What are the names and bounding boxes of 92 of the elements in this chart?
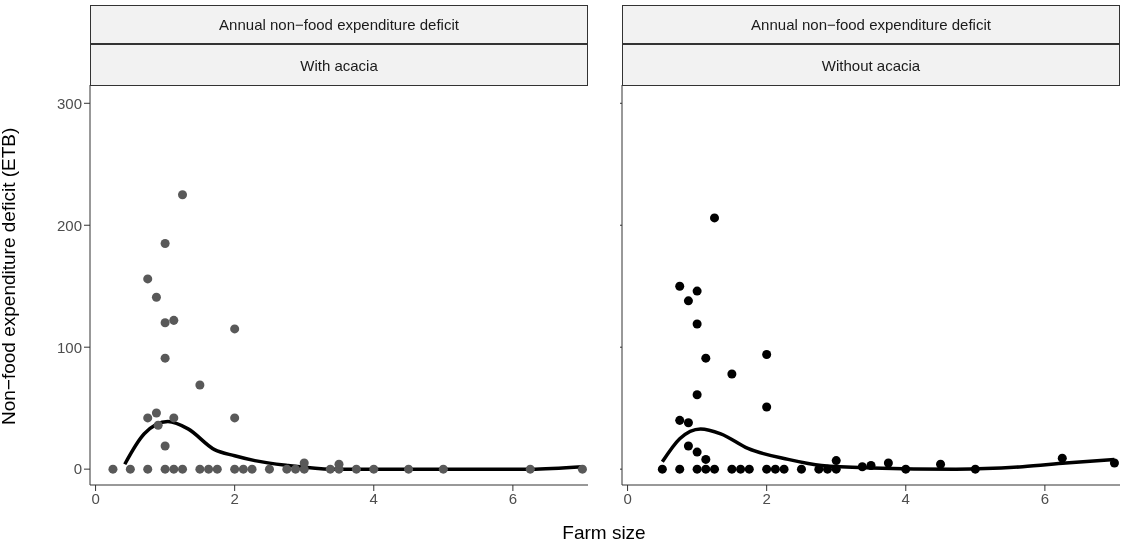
point [883,458,893,468]
chart-subtitle: Without acacia [622,44,1120,86]
point [675,281,685,291]
point [762,402,772,412]
point [247,464,257,474]
point [160,441,170,451]
point [369,464,379,474]
point [169,315,179,325]
point [404,464,414,474]
point [683,418,693,428]
point [169,464,179,474]
point [143,413,153,423]
point [727,369,737,379]
point [1109,458,1119,468]
point [325,464,335,474]
x-tick-label: 2 [762,489,771,507]
point [762,464,772,474]
x-tick-label: 6 [508,489,518,507]
x-tick-label: 0 [623,489,632,507]
x-axis-title: Farm size [561,522,647,544]
point [744,464,754,474]
point [683,296,693,306]
point [230,324,240,334]
point [709,213,720,223]
point [438,464,448,474]
point [692,286,702,296]
x-tick-label: 2 [230,489,239,507]
point [736,464,746,474]
point [160,239,170,249]
point [675,415,685,425]
point [151,408,161,418]
point [153,420,163,430]
x-tick-label: 4 [901,489,910,507]
y-tick-label: 300 [56,94,82,112]
x-tick-label: 0 [91,489,100,507]
x-tick-label: 6 [1040,489,1050,507]
point [177,464,188,474]
y-tick-label: 100 [56,338,82,356]
point [831,456,841,466]
point [525,464,535,474]
point [151,292,161,302]
point [762,350,772,360]
point [160,464,170,474]
point [108,464,118,474]
point [577,464,587,474]
point [195,380,205,390]
point [143,464,153,474]
point [692,447,702,457]
point [282,464,292,474]
point [1057,453,1067,463]
point [709,464,720,474]
point [692,464,702,474]
point [204,464,214,474]
point [692,390,702,400]
point [701,464,711,474]
point [901,464,911,474]
point [675,464,685,474]
point [230,413,240,423]
point [823,464,833,474]
chart-title: Annual non−food expenditure deficit [90,5,588,44]
point [125,464,135,474]
point [169,413,179,423]
point [727,464,737,474]
point [160,318,170,328]
point [238,464,248,474]
x-tick-label: 4 [369,489,378,507]
point [160,353,170,363]
y-axis-title: Non−food expenditure deficit (ETB) [0,127,19,425]
point [970,464,980,474]
point [230,464,240,474]
point [866,460,876,470]
point [796,464,806,474]
chart-subtitle: With acacia [90,44,588,86]
point [701,454,711,464]
point [936,459,946,469]
point [857,462,867,472]
point [212,464,222,474]
point [657,464,667,474]
point [143,274,153,284]
point [351,464,361,474]
point [195,464,205,474]
point [291,464,301,474]
y-tick-label: 200 [56,216,82,234]
point [177,190,188,200]
point [264,464,274,474]
point [770,464,780,474]
chart-title: Annual non−food expenditure deficit [622,5,1120,44]
point [701,353,711,363]
point [692,319,702,329]
point [779,464,789,474]
point [683,441,693,451]
y-tick-label: 0 [73,460,82,478]
